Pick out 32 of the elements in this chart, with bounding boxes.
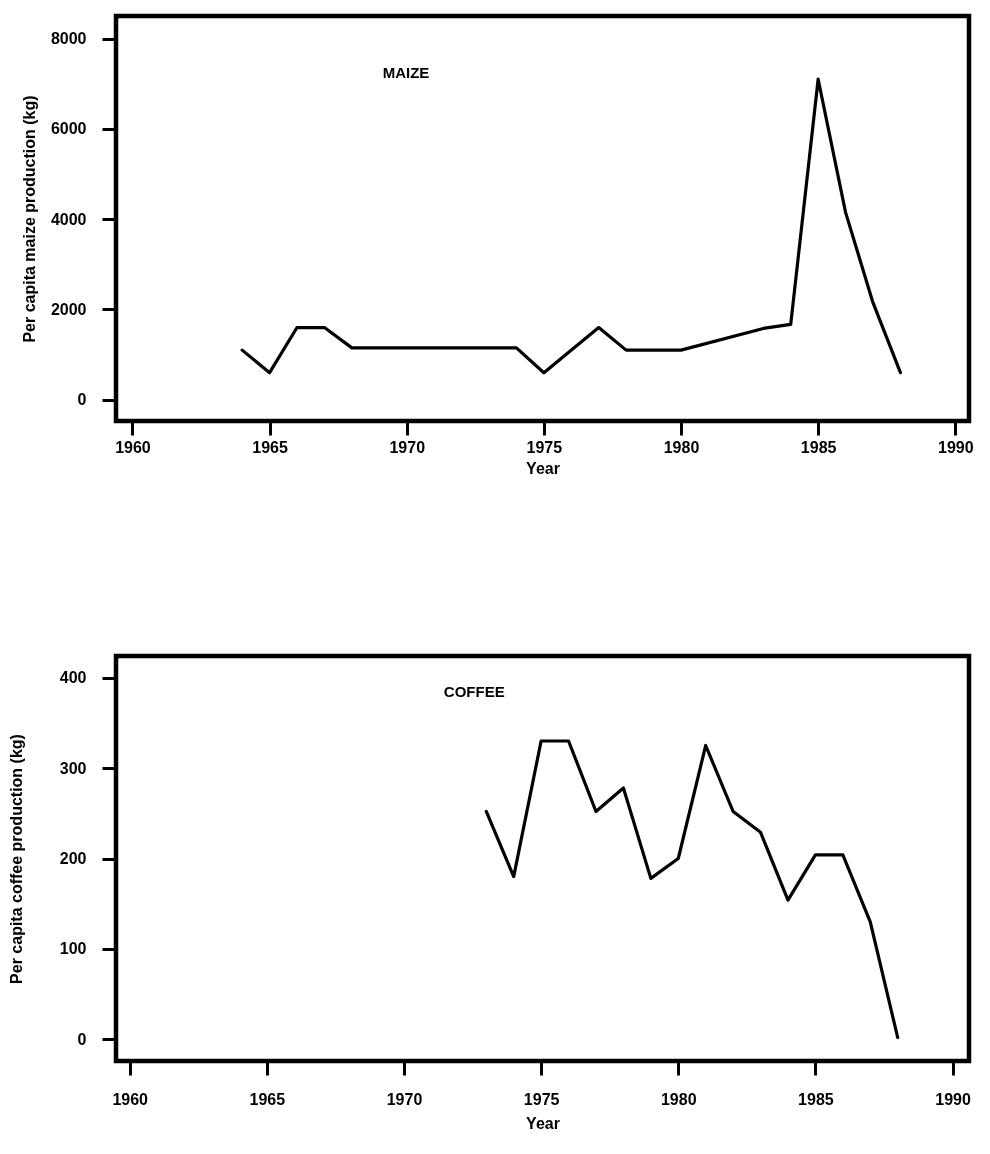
y-tick-label: 8000 [50,30,87,48]
y-tick-label: 200 [59,850,87,867]
x-tick-label: 1960 [115,438,151,456]
y-tick-label: 0 [77,391,87,409]
y-axis-title: Per capita maize production (kg) [20,95,38,343]
y-tick-label: 0 [77,1030,87,1048]
x-tick-label: 1990 [935,1090,971,1108]
y-axis-title: Per capita coffee production (kg) [7,734,25,984]
x-tick-label: 1975 [523,1090,560,1108]
x-tick-label: 1970 [386,1090,423,1108]
line-series [484,739,900,1040]
y-tick-label: 2000 [50,300,87,318]
x-tick-label: 1970 [389,438,426,456]
annotation: MAIZE [382,63,430,81]
annotation: COFFEE [443,683,505,701]
x-tick-label: 1980 [660,1090,697,1108]
x-tick-label: 1965 [252,438,288,456]
x-tick-label: 1960 [112,1090,149,1108]
line-series [240,77,903,375]
y-tick-label: 6000 [50,120,87,138]
x-tick-label: 1985 [800,438,837,456]
x-tick-label: 1990 [937,438,974,456]
y-tick-label: 300 [59,759,87,777]
x-tick-label: 1975 [526,438,563,456]
x-tick-label: 1985 [798,1090,834,1108]
x-tick-label: 1965 [249,1090,286,1108]
y-tick-label: 400 [59,669,87,687]
y-tick-label: 4000 [50,210,87,228]
x-axis-title: Year [526,1114,560,1132]
y-tick-label: 100 [59,940,87,958]
x-tick-label: 1980 [663,438,700,456]
x-axis-title: Year [526,459,560,477]
